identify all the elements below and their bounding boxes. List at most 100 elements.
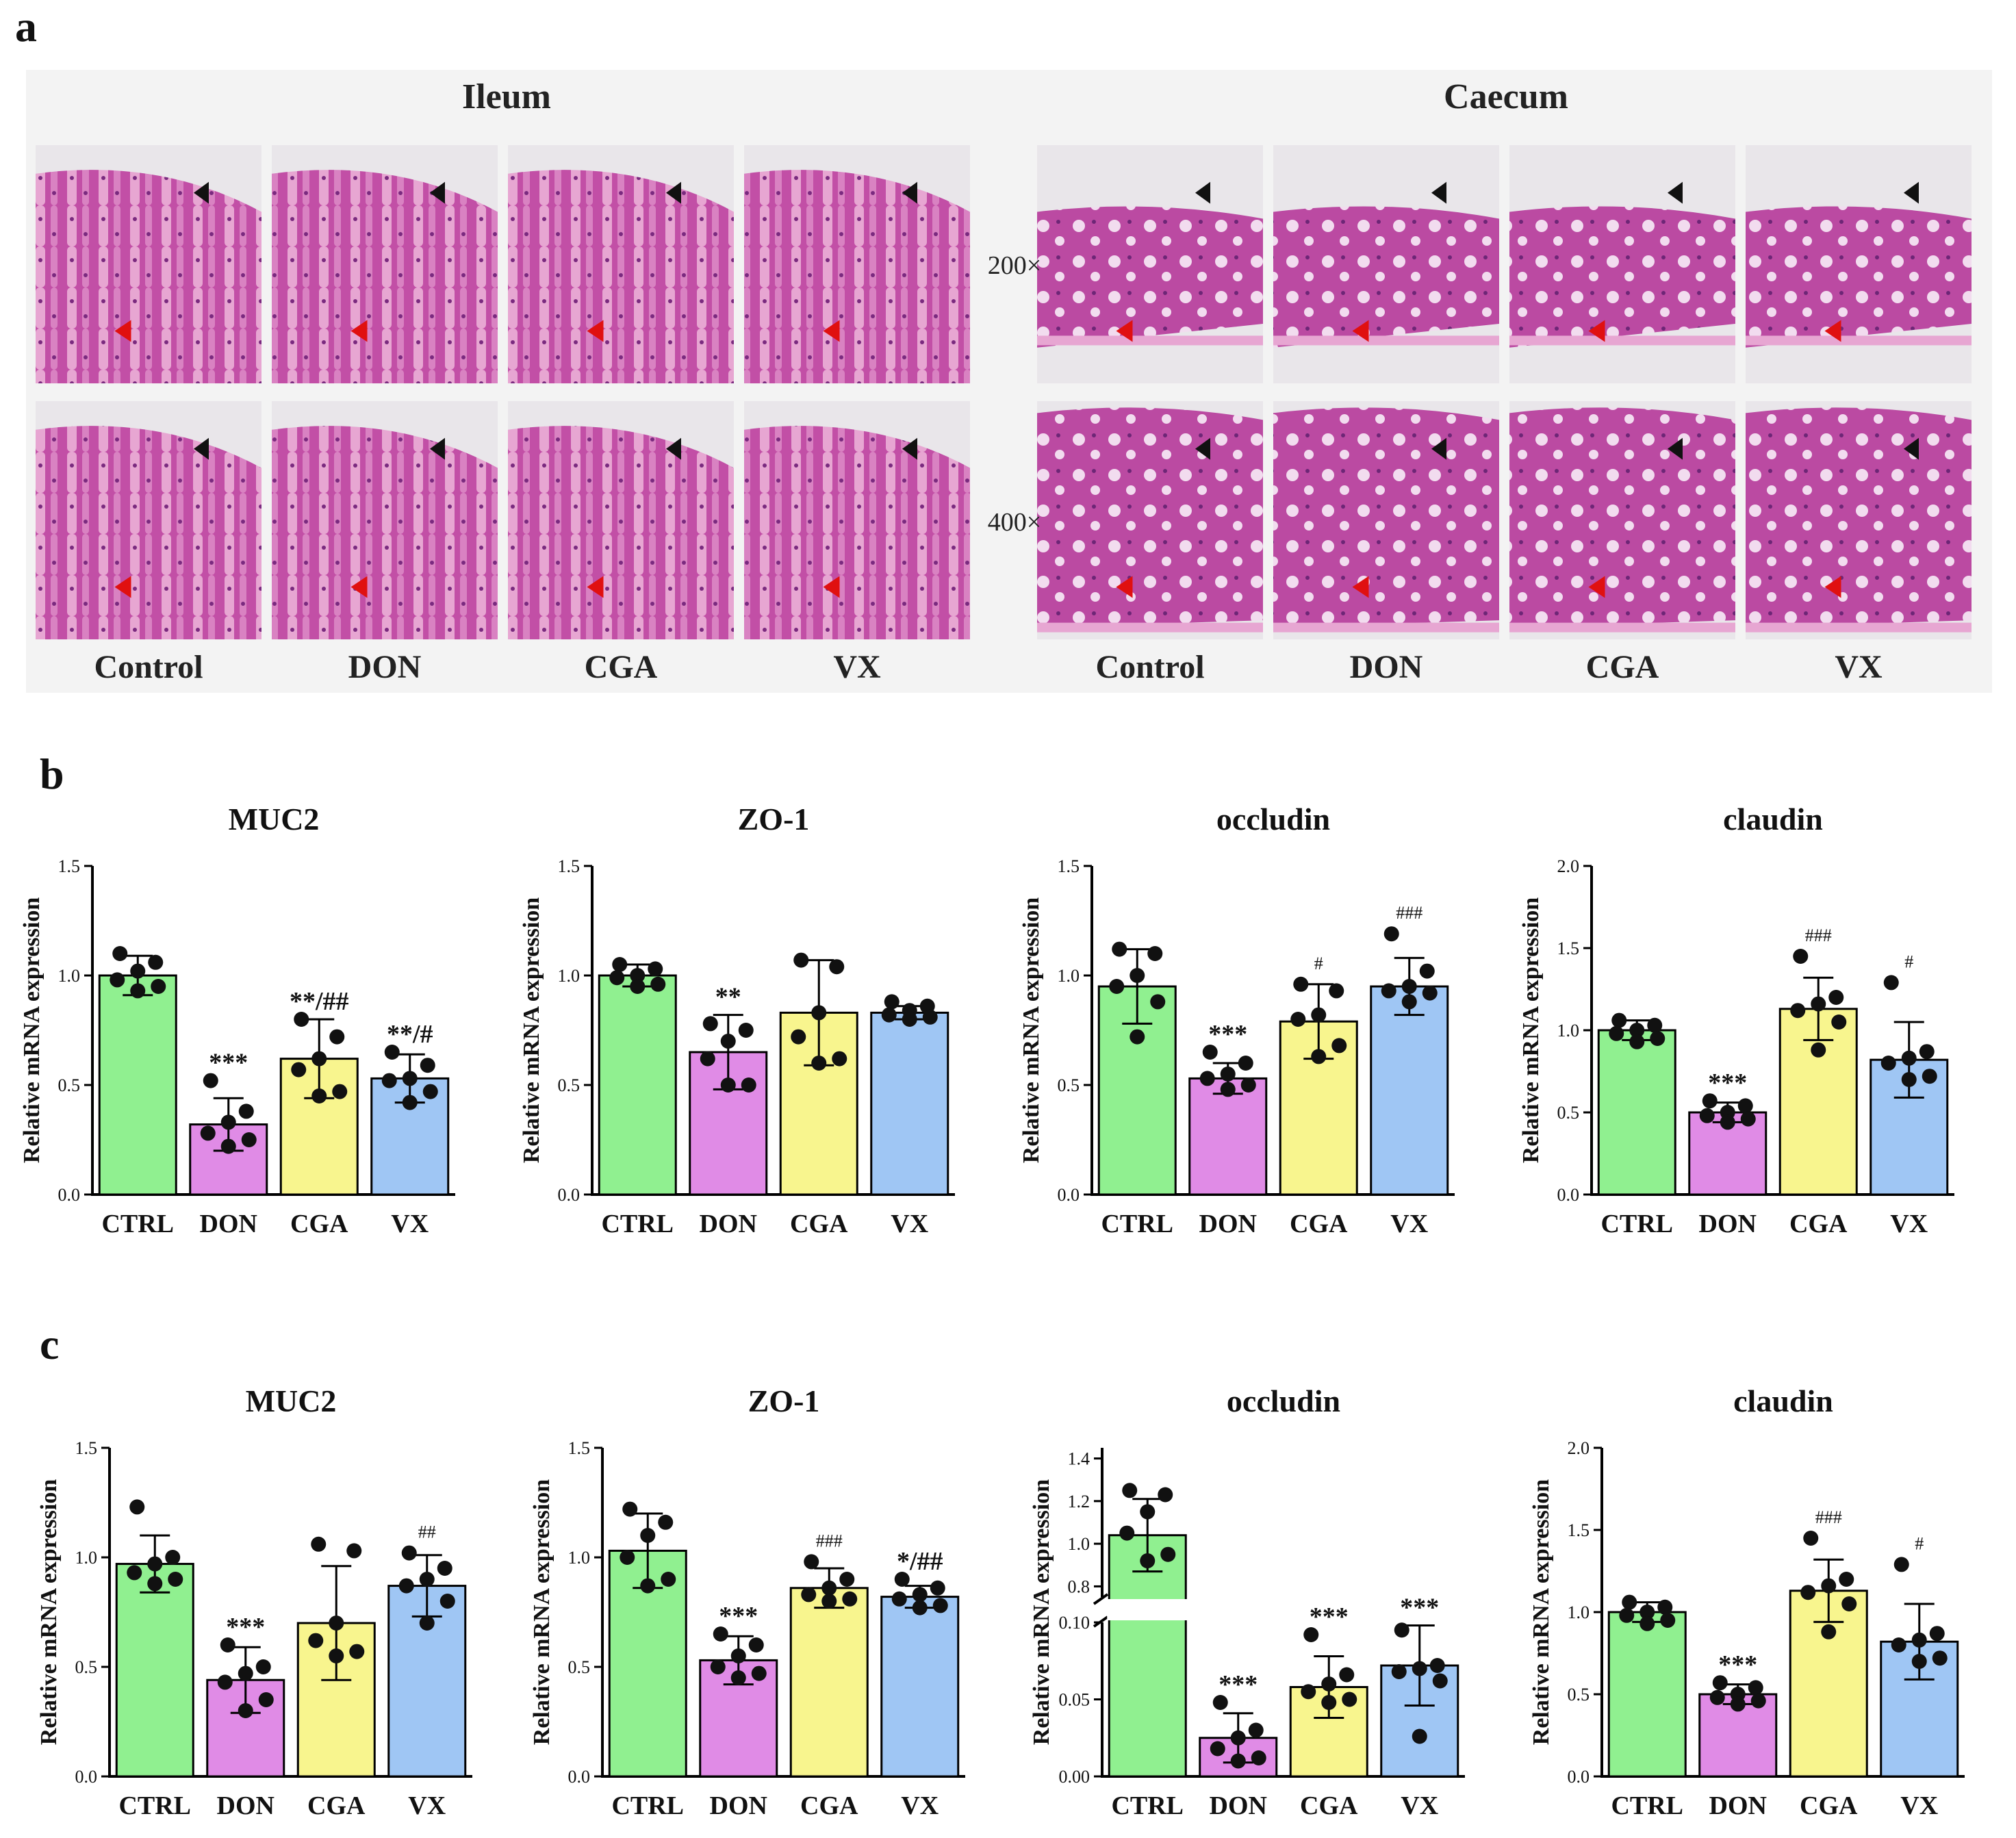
muscle-layer bbox=[1037, 335, 1263, 346]
chart-b-claudin: 0.0 0.5 1.0 1.5 2.0 claudin Relative mRNA expr… bbox=[1518, 802, 1954, 1238]
data-point bbox=[1619, 1607, 1635, 1623]
data-point bbox=[1140, 1504, 1156, 1520]
significance-label: ### bbox=[1815, 1507, 1842, 1527]
data-point bbox=[1639, 1605, 1655, 1620]
x-tick-label: CTRL bbox=[1611, 1791, 1683, 1820]
y-tick-label: 0.5 bbox=[1568, 1685, 1590, 1705]
data-point bbox=[420, 1058, 435, 1073]
magnification-label: 200× bbox=[988, 251, 1041, 280]
data-point bbox=[1321, 1695, 1337, 1710]
data-point bbox=[220, 1637, 235, 1652]
x-tick-label: DON bbox=[710, 1791, 767, 1820]
histology-section-ileum: Ileum Control DON CGA VX bbox=[36, 77, 970, 685]
bar-ctrl bbox=[1108, 1534, 1187, 1778]
y-axis-label: Relative mRNA expression bbox=[1518, 897, 1544, 1164]
histology-section-caecum: Caecum Control DON CGA VX bbox=[1037, 77, 1972, 685]
red-arrow-icon bbox=[1352, 320, 1369, 342]
significance-star: *** bbox=[1400, 1594, 1439, 1622]
bar-vx bbox=[1370, 985, 1449, 1196]
y-tick-label: 1.5 bbox=[558, 856, 580, 876]
data-point bbox=[1383, 926, 1399, 942]
y-tick-label: 1.5 bbox=[568, 1438, 591, 1458]
black-arrow-icon bbox=[1195, 181, 1210, 204]
x-tick-label: VX bbox=[391, 1210, 429, 1238]
significance-star: ** bbox=[290, 987, 316, 1016]
data-point bbox=[751, 1665, 767, 1681]
data-point bbox=[1422, 985, 1438, 1001]
x-tick-label: DON bbox=[200, 1210, 257, 1238]
data-point bbox=[349, 1644, 365, 1659]
y-tick-label: 0.0 bbox=[75, 1767, 98, 1787]
x-tick-label: CGA bbox=[307, 1791, 366, 1820]
muscle-layer bbox=[1746, 335, 1972, 346]
data-point bbox=[258, 1692, 274, 1707]
data-point bbox=[881, 1007, 897, 1023]
red-arrow-icon bbox=[1588, 576, 1605, 598]
data-point bbox=[419, 1572, 435, 1587]
data-point bbox=[1158, 1487, 1173, 1503]
data-point bbox=[1381, 983, 1396, 999]
data-point bbox=[609, 970, 625, 986]
axis-break-mark bbox=[1093, 1593, 1109, 1605]
magnification-label: 400× bbox=[988, 508, 1041, 537]
data-point bbox=[839, 1572, 855, 1587]
x-tick-label: DON bbox=[1210, 1791, 1267, 1820]
data-point bbox=[1699, 1108, 1715, 1123]
significance-star: *** bbox=[1708, 1069, 1747, 1097]
tissue bbox=[744, 426, 970, 639]
y-tick-label: 2.0 bbox=[1568, 1438, 1590, 1458]
data-point bbox=[238, 1103, 254, 1119]
y-tick-label: 1.5 bbox=[1557, 939, 1580, 958]
data-point bbox=[1293, 976, 1309, 992]
data-point bbox=[1611, 1012, 1627, 1028]
chart-title: MUC2 bbox=[246, 1383, 337, 1418]
y-tick-label: 0.0 bbox=[1557, 1185, 1580, 1205]
data-point bbox=[622, 1501, 638, 1517]
significance-label: ### bbox=[816, 1531, 843, 1550]
data-point bbox=[1737, 1098, 1753, 1114]
data-point bbox=[922, 1009, 938, 1025]
tissue bbox=[1037, 206, 1263, 348]
red-arrow-icon bbox=[114, 576, 131, 598]
black-arrow-icon bbox=[194, 181, 209, 204]
data-point bbox=[1650, 1031, 1666, 1046]
data-point bbox=[811, 1056, 827, 1071]
red-arrow-icon bbox=[1116, 320, 1133, 342]
y-tick-label: 1.4 bbox=[1068, 1449, 1090, 1469]
data-point bbox=[1712, 1675, 1728, 1691]
data-point bbox=[1238, 1056, 1253, 1071]
tissue bbox=[36, 426, 261, 639]
y-axis-label: Relative mRNA expression bbox=[36, 1479, 62, 1746]
data-point bbox=[1821, 1578, 1837, 1594]
x-tick-label: CTRL bbox=[101, 1210, 174, 1238]
significance-star: * bbox=[897, 1547, 910, 1576]
significance-hash: ### bbox=[816, 1531, 843, 1550]
group-label: Control bbox=[94, 649, 203, 685]
black-arrow-icon bbox=[902, 437, 917, 460]
black-arrow-icon bbox=[1431, 437, 1446, 460]
data-point bbox=[791, 1029, 806, 1045]
x-tick-label: VX bbox=[901, 1791, 939, 1820]
data-point bbox=[1647, 1017, 1663, 1033]
data-point bbox=[661, 1572, 676, 1587]
data-point bbox=[1290, 1012, 1306, 1027]
group-label: CGA bbox=[1586, 649, 1659, 685]
tissue bbox=[1037, 407, 1263, 628]
data-point bbox=[1730, 1696, 1746, 1712]
black-arrow-icon bbox=[1668, 437, 1683, 460]
data-point bbox=[238, 1665, 253, 1681]
data-point bbox=[398, 1578, 414, 1594]
group-label: VX bbox=[1835, 649, 1883, 685]
data-point bbox=[842, 1591, 858, 1607]
significance-hash: # bbox=[1904, 952, 1913, 971]
data-point bbox=[1740, 1111, 1756, 1127]
data-point bbox=[902, 1012, 917, 1027]
data-point bbox=[1891, 1637, 1906, 1652]
y-tick-label: 1.0 bbox=[568, 1548, 591, 1568]
chart-c-muc2: 0.0 0.5 1.0 1.5 MUC2 Relative mRNA expression… bbox=[36, 1383, 472, 1820]
data-point bbox=[1793, 949, 1809, 964]
data-point bbox=[891, 1591, 907, 1607]
data-point bbox=[1720, 1114, 1735, 1130]
data-point bbox=[294, 1012, 309, 1027]
red-arrow-icon bbox=[1588, 320, 1605, 342]
